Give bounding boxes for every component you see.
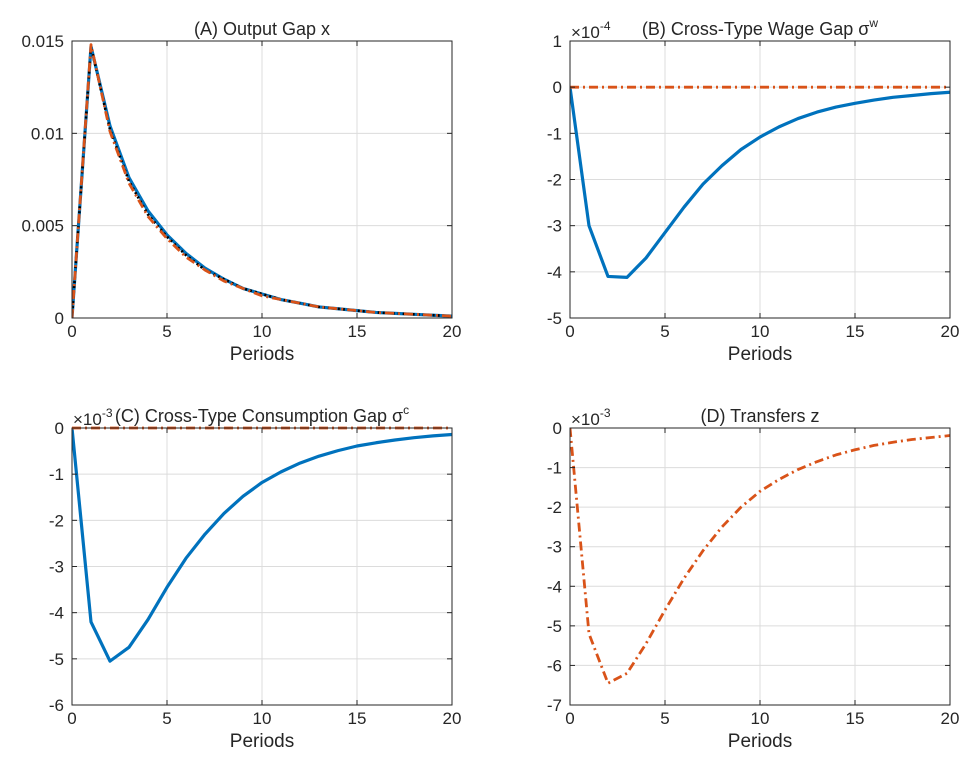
x-tick-label: 10 bbox=[751, 709, 770, 728]
y-exponent-label: ×10-3 bbox=[571, 406, 611, 429]
x-tick-label: 15 bbox=[846, 709, 865, 728]
panel-a: 0 5 10 15 20 0 0.005 0.01 0.015 Periods (A) Output… bbox=[21, 19, 461, 365]
panel-title: (A) Output Gap x bbox=[194, 19, 330, 39]
y-tick-label: 0 bbox=[55, 309, 64, 328]
panel-title: (B) Cross-Type Wage Gap σw bbox=[642, 16, 879, 39]
y-tick-label: -5 bbox=[49, 650, 64, 669]
y-tick-label: 0 bbox=[55, 419, 64, 438]
x-axis-title: Periods bbox=[230, 344, 294, 365]
y-tick-label: 1 bbox=[553, 32, 562, 51]
y-tick-label: -3 bbox=[547, 538, 562, 557]
panel-c: 0 5 10 15 20 -6 -5 -4 -3 -2 -1 0 Periods ×10-3 (C) Cro… bbox=[49, 403, 462, 752]
x-tick-label: 0 bbox=[565, 322, 574, 341]
x-tick-label: 5 bbox=[660, 709, 669, 728]
x-axis-title: Periods bbox=[728, 344, 792, 365]
series-line-solid bbox=[72, 427, 452, 663]
y-tick-label: 0.015 bbox=[21, 32, 64, 51]
y-tick-label: -6 bbox=[49, 696, 64, 715]
y-tick-label: -3 bbox=[49, 558, 64, 577]
x-tick-label: 20 bbox=[443, 322, 462, 341]
x-tick-label: 15 bbox=[348, 322, 367, 341]
y-exponent-label: ×10-3 bbox=[73, 406, 113, 429]
x-tick-label: 5 bbox=[162, 709, 171, 728]
y-tick-label: -4 bbox=[49, 604, 64, 623]
x-tick-label: 0 bbox=[565, 709, 574, 728]
x-tick-label: 5 bbox=[660, 322, 669, 341]
y-exponent-label: ×10-4 bbox=[571, 19, 611, 42]
y-tick-label: -5 bbox=[547, 309, 562, 328]
x-tick-label: 0 bbox=[67, 322, 76, 341]
y-tick-label: -4 bbox=[547, 577, 562, 596]
y-tick-label: 0.01 bbox=[31, 124, 64, 143]
y-tick-label: -5 bbox=[547, 617, 562, 636]
x-tick-label: 15 bbox=[348, 709, 367, 728]
y-tick-label: -3 bbox=[547, 217, 562, 236]
y-tick-label: -1 bbox=[547, 459, 562, 478]
series-line-dashdot bbox=[72, 43, 452, 319]
series-line-solid bbox=[570, 86, 950, 279]
panel-d: 0 5 10 15 20 -7 -6 -5 -4 -3 -2 -1 0 Periods ×10-3 (D) T… bbox=[547, 406, 960, 752]
y-tick-label: -2 bbox=[547, 498, 562, 517]
x-tick-label: 10 bbox=[253, 322, 272, 341]
x-tick-label: 10 bbox=[253, 709, 272, 728]
x-tick-label: 10 bbox=[751, 322, 770, 341]
y-tick-label: -7 bbox=[547, 696, 562, 715]
y-tick-label: -6 bbox=[547, 656, 562, 675]
y-tick-label: -4 bbox=[547, 263, 562, 282]
y-tick-label: 0.005 bbox=[21, 217, 64, 236]
x-tick-label: 20 bbox=[443, 709, 462, 728]
y-tick-label: -1 bbox=[547, 124, 562, 143]
panel-b: 0 5 10 15 20 -5 -4 -3 -2 -1 0 1 Periods ×10-4 (B) Cros… bbox=[547, 16, 960, 365]
y-tick-label: 0 bbox=[553, 78, 562, 97]
y-tick-label: -1 bbox=[49, 465, 64, 484]
x-axis-title: Periods bbox=[728, 731, 792, 752]
panel-title: (D) Transfers z bbox=[700, 406, 819, 426]
x-tick-label: 15 bbox=[846, 322, 865, 341]
y-tick-label: -2 bbox=[49, 511, 64, 530]
x-tick-label: 20 bbox=[941, 709, 960, 728]
y-tick-label: -2 bbox=[547, 171, 562, 190]
x-axis-title: Periods bbox=[230, 731, 294, 752]
x-tick-label: 20 bbox=[941, 322, 960, 341]
series-line-dashdot bbox=[570, 427, 950, 685]
y-tick-label: 0 bbox=[553, 419, 562, 438]
x-tick-label: 0 bbox=[67, 709, 76, 728]
panel-title: (C) Cross-Type Consumption Gap σc bbox=[115, 403, 409, 426]
x-tick-label: 5 bbox=[162, 322, 171, 341]
